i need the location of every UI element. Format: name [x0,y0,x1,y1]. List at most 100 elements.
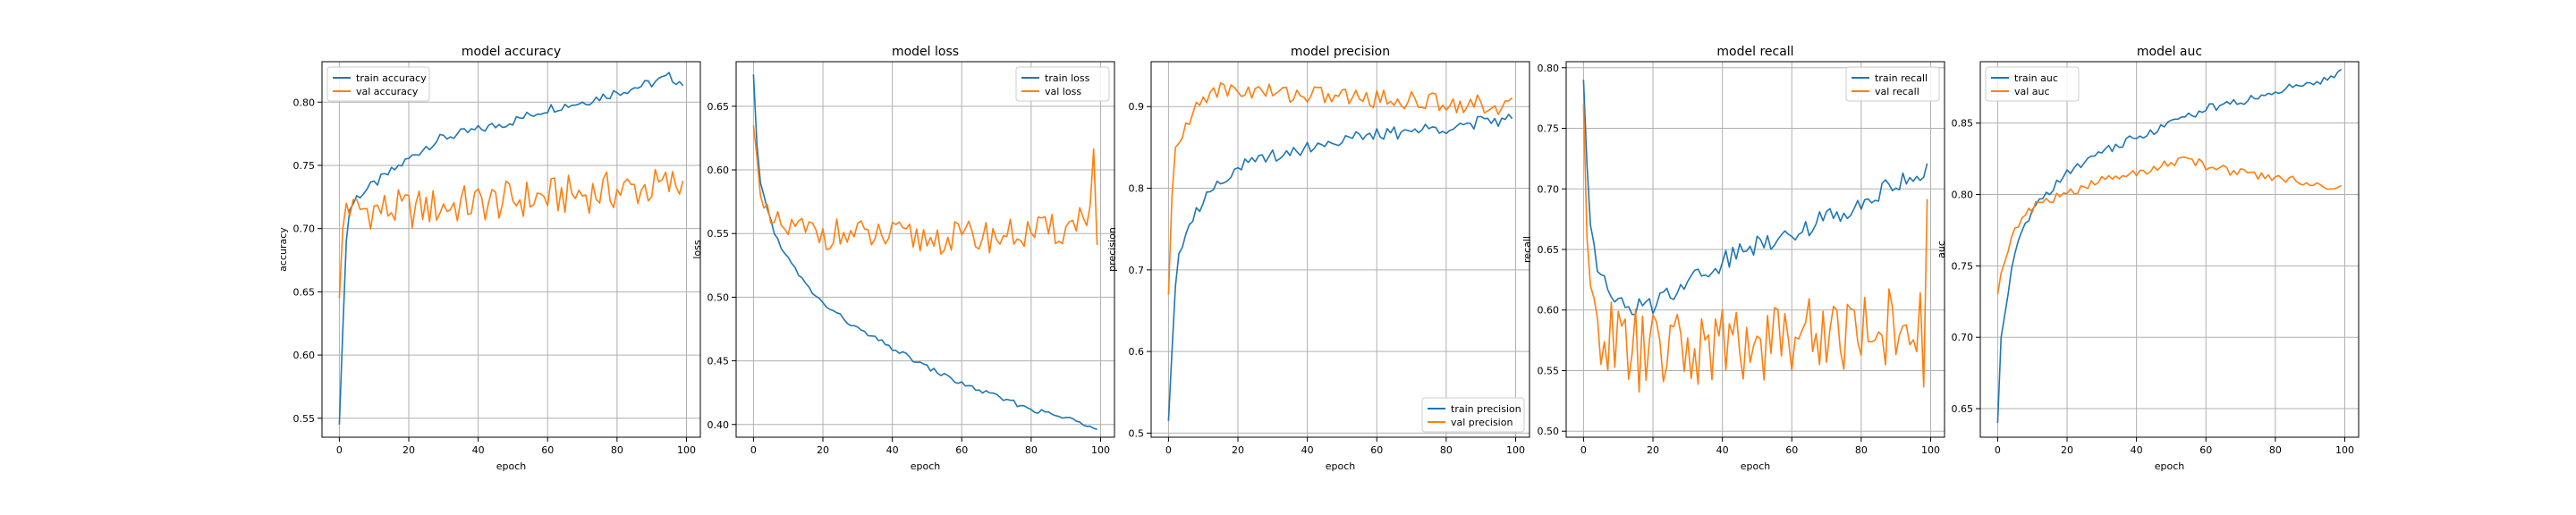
y-tick-label: 0.55 [1538,365,1560,376]
chart-title: model loss [892,45,959,59]
legend: train recall val recall [1845,66,1940,102]
y-tick-label: 0.70 [293,224,316,235]
y-tick-label: 0.70 [1538,183,1560,195]
x-tick-label: 40 [1716,444,1729,456]
series-line [752,125,1098,255]
y-tick-label: 0.80 [1952,190,1974,201]
y-axis-label: loss [691,240,703,259]
legend-box [1421,397,1525,433]
y-tick-label: 0.9 [1129,101,1145,113]
y-tick-label: 0.75 [1538,123,1560,135]
legend: train auc val auc [1985,66,2080,102]
legend: train loss val loss [1015,66,1110,102]
legend-label: train loss [1045,72,1090,84]
x-tick-label: 40 [2131,444,2143,456]
x-tick-label: 80 [611,444,623,456]
y-tick-label: 0.45 [708,356,730,367]
y-tick-label: 0.75 [293,160,316,172]
y-axis-label: auc [1936,241,1947,258]
y-tick-label: 0.7 [1129,265,1145,276]
x-tick-label: 60 [2199,444,2212,456]
y-axis-label: accuracy [277,227,289,272]
series-line [1996,68,2343,424]
series-line [338,72,684,425]
legend: train precision val precision [1421,397,1525,433]
chart-panel: 0 20 40 60 80 100 0.40 0.45 0.50 0.55 0.60 0.65 mode… [691,45,1115,472]
y-tick-label: 0.60 [293,350,316,361]
x-tick-label: 20 [2061,444,2073,456]
series-line [1167,114,1513,421]
y-tick-label: 0.55 [293,413,316,425]
legend: train accuracy val accuracy [326,66,430,102]
y-tick-label: 0.70 [1952,332,1974,343]
chart-title: model auc [2137,45,2202,59]
x-tick-label: 80 [1025,444,1038,456]
legend-label: val accuracy [356,86,419,97]
x-tick-label: 0 [336,444,343,456]
x-tick-label: 60 [955,444,968,456]
legend-label: val precision [1451,417,1513,428]
y-axis-label: precision [1106,227,1118,272]
x-tick-label: 0 [1165,444,1172,456]
axes-frame [321,61,701,438]
y-tick-label: 0.60 [1538,305,1560,317]
x-tick-label: 80 [1440,444,1453,456]
chart-title: model accuracy [462,45,561,59]
x-axis-label: epoch [1741,460,1771,472]
x-tick-label: 100 [2335,444,2354,456]
series-line [752,74,1097,431]
series-line [1582,104,1928,393]
x-tick-label: 0 [1995,444,2001,456]
chart-panel: 0 20 40 60 80 100 0.65 0.70 0.75 0.80 0.85 model au… [1936,45,2360,472]
y-tick-label: 0.50 [708,291,730,303]
legend-box [1845,66,1940,102]
legend-label: train precision [1451,403,1521,415]
x-tick-label: 100 [1091,444,1110,456]
series-line [1996,156,2342,295]
x-tick-label: 60 [541,444,554,456]
legend-label: train accuracy [356,72,427,84]
x-tick-label: 40 [472,444,485,456]
axes-frame [1150,61,1530,438]
chart-panel: 0 20 40 60 80 100 0.50 0.55 0.60 0.65 0.70 0.75 0.80… [1521,45,1945,472]
y-tick-label: 0.65 [708,101,730,113]
y-tick-label: 0.85 [1952,118,1974,130]
x-tick-label: 0 [1580,444,1587,456]
axes-frame [1979,61,2360,438]
y-tick-label: 0.55 [708,228,730,240]
y-tick-label: 0.6 [1129,346,1145,358]
y-tick-label: 0.5 [1129,427,1145,439]
x-tick-label: 100 [1921,444,1940,456]
x-axis-label: epoch [496,460,527,472]
x-tick-label: 20 [1232,444,1244,456]
x-axis-label: epoch [1326,460,1356,472]
x-tick-label: 60 [1785,444,1798,456]
x-tick-label: 100 [677,444,696,456]
legend-label: val recall [1875,86,1919,97]
y-axis-label: recall [1521,236,1533,263]
x-axis-label: epoch [911,460,941,472]
x-tick-label: 40 [1301,444,1314,456]
y-tick-label: 0.80 [1538,63,1560,74]
y-tick-label: 0.65 [1538,244,1560,256]
legend-box [1015,66,1110,102]
axes-frame [735,61,1115,438]
y-tick-label: 0.8 [1129,183,1145,195]
chart-panel: 0 20 40 60 80 100 0.5 0.6 0.7 0.8 0.9 model precisi… [1106,45,1530,472]
x-axis-label: epoch [2155,460,2185,472]
x-tick-label: 100 [1506,444,1525,456]
x-tick-label: 40 [886,444,899,456]
y-tick-label: 0.60 [708,165,730,176]
x-tick-label: 20 [817,444,829,456]
legend-box [326,66,430,102]
y-tick-label: 0.75 [1952,260,1974,272]
chart-panel: 0 20 40 60 80 100 0.55 0.60 0.65 0.70 0.75 0.80 mode… [277,45,701,472]
x-tick-label: 80 [2269,444,2282,456]
x-tick-label: 60 [1370,444,1383,456]
legend-label: val auc [2014,86,2050,97]
legend-label: train recall [1875,72,1928,84]
y-tick-label: 0.80 [293,97,316,108]
y-tick-label: 0.40 [708,419,730,431]
legend-box [1985,66,2080,102]
